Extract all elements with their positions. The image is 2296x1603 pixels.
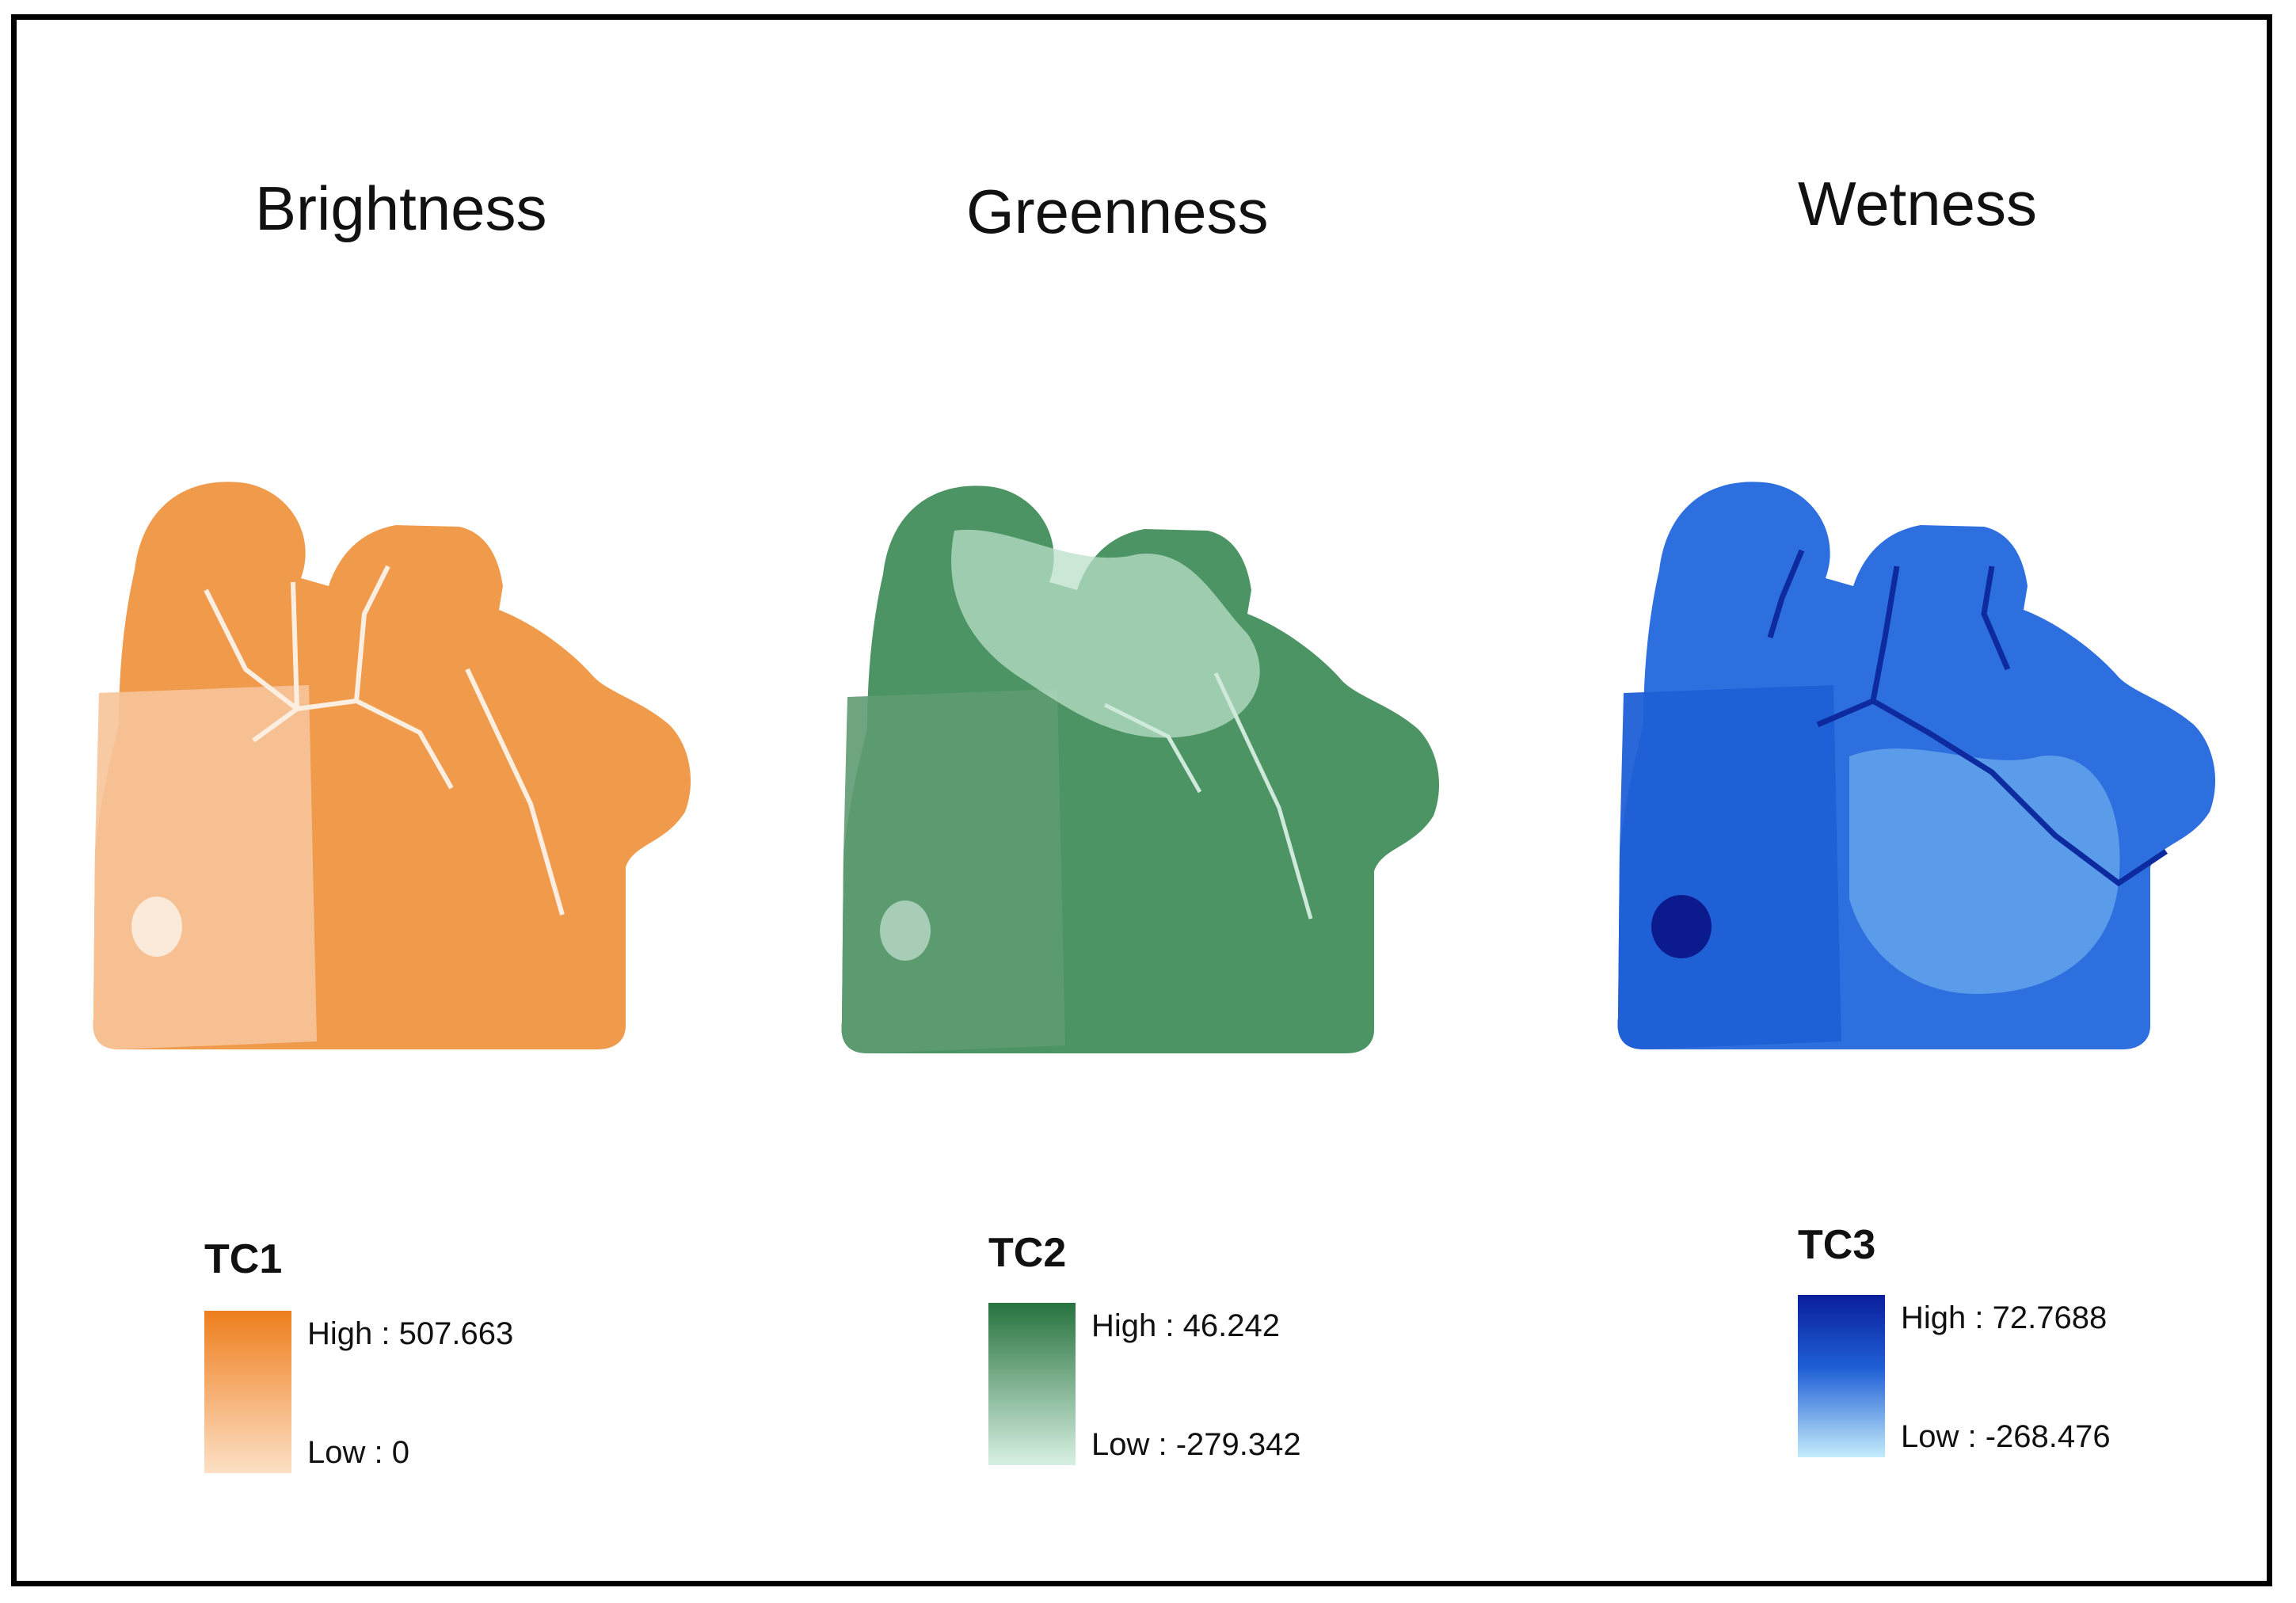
legend-low-tc3: Low : -268.476 bbox=[1901, 1419, 2111, 1454]
roads-greenness bbox=[1103, 672, 1313, 920]
lake-wetness bbox=[1651, 895, 1712, 958]
figure-frame bbox=[11, 14, 2272, 1586]
legend-high-tc3: High : 72.7688 bbox=[1901, 1300, 2108, 1335]
map-greenness bbox=[841, 485, 1440, 1053]
legend-low-tc2: Low : -279.342 bbox=[1091, 1427, 1301, 1462]
bright-patches-greenness bbox=[951, 529, 1260, 738]
legend-low-tc1: Low : 0 bbox=[307, 1435, 409, 1470]
legend-ramp-tc1 bbox=[204, 1311, 291, 1473]
legend-high-tc2: High : 46.242 bbox=[1091, 1308, 1280, 1343]
roads-brightness bbox=[204, 565, 565, 916]
legend-ramp-tc2 bbox=[988, 1303, 1076, 1465]
lake-greenness bbox=[880, 900, 931, 961]
rivers-wetness bbox=[1767, 549, 2168, 887]
legend-title-tc2: TC2 bbox=[988, 1230, 1067, 1276]
lake-brightness bbox=[131, 897, 182, 957]
flat-west-brightness bbox=[93, 685, 317, 1049]
map-wetness bbox=[1617, 482, 2216, 1049]
panel-title-brightness: Brightness bbox=[255, 173, 547, 243]
legend-high-tc1: High : 507.663 bbox=[307, 1316, 514, 1351]
legend-title-tc3: TC3 bbox=[1798, 1222, 1876, 1268]
flat-west-greenness bbox=[841, 689, 1065, 1053]
panel-title-greenness: Greenness bbox=[966, 177, 1269, 246]
panel-title-wetness: Wetness bbox=[1798, 169, 2038, 238]
flat-west-wetness bbox=[1617, 685, 1841, 1049]
legend-ramp-tc3 bbox=[1798, 1295, 1885, 1457]
legend-title-tc1: TC1 bbox=[204, 1236, 283, 1282]
map-brightness bbox=[93, 482, 691, 1049]
light-patches-wetness bbox=[1849, 748, 2120, 994]
